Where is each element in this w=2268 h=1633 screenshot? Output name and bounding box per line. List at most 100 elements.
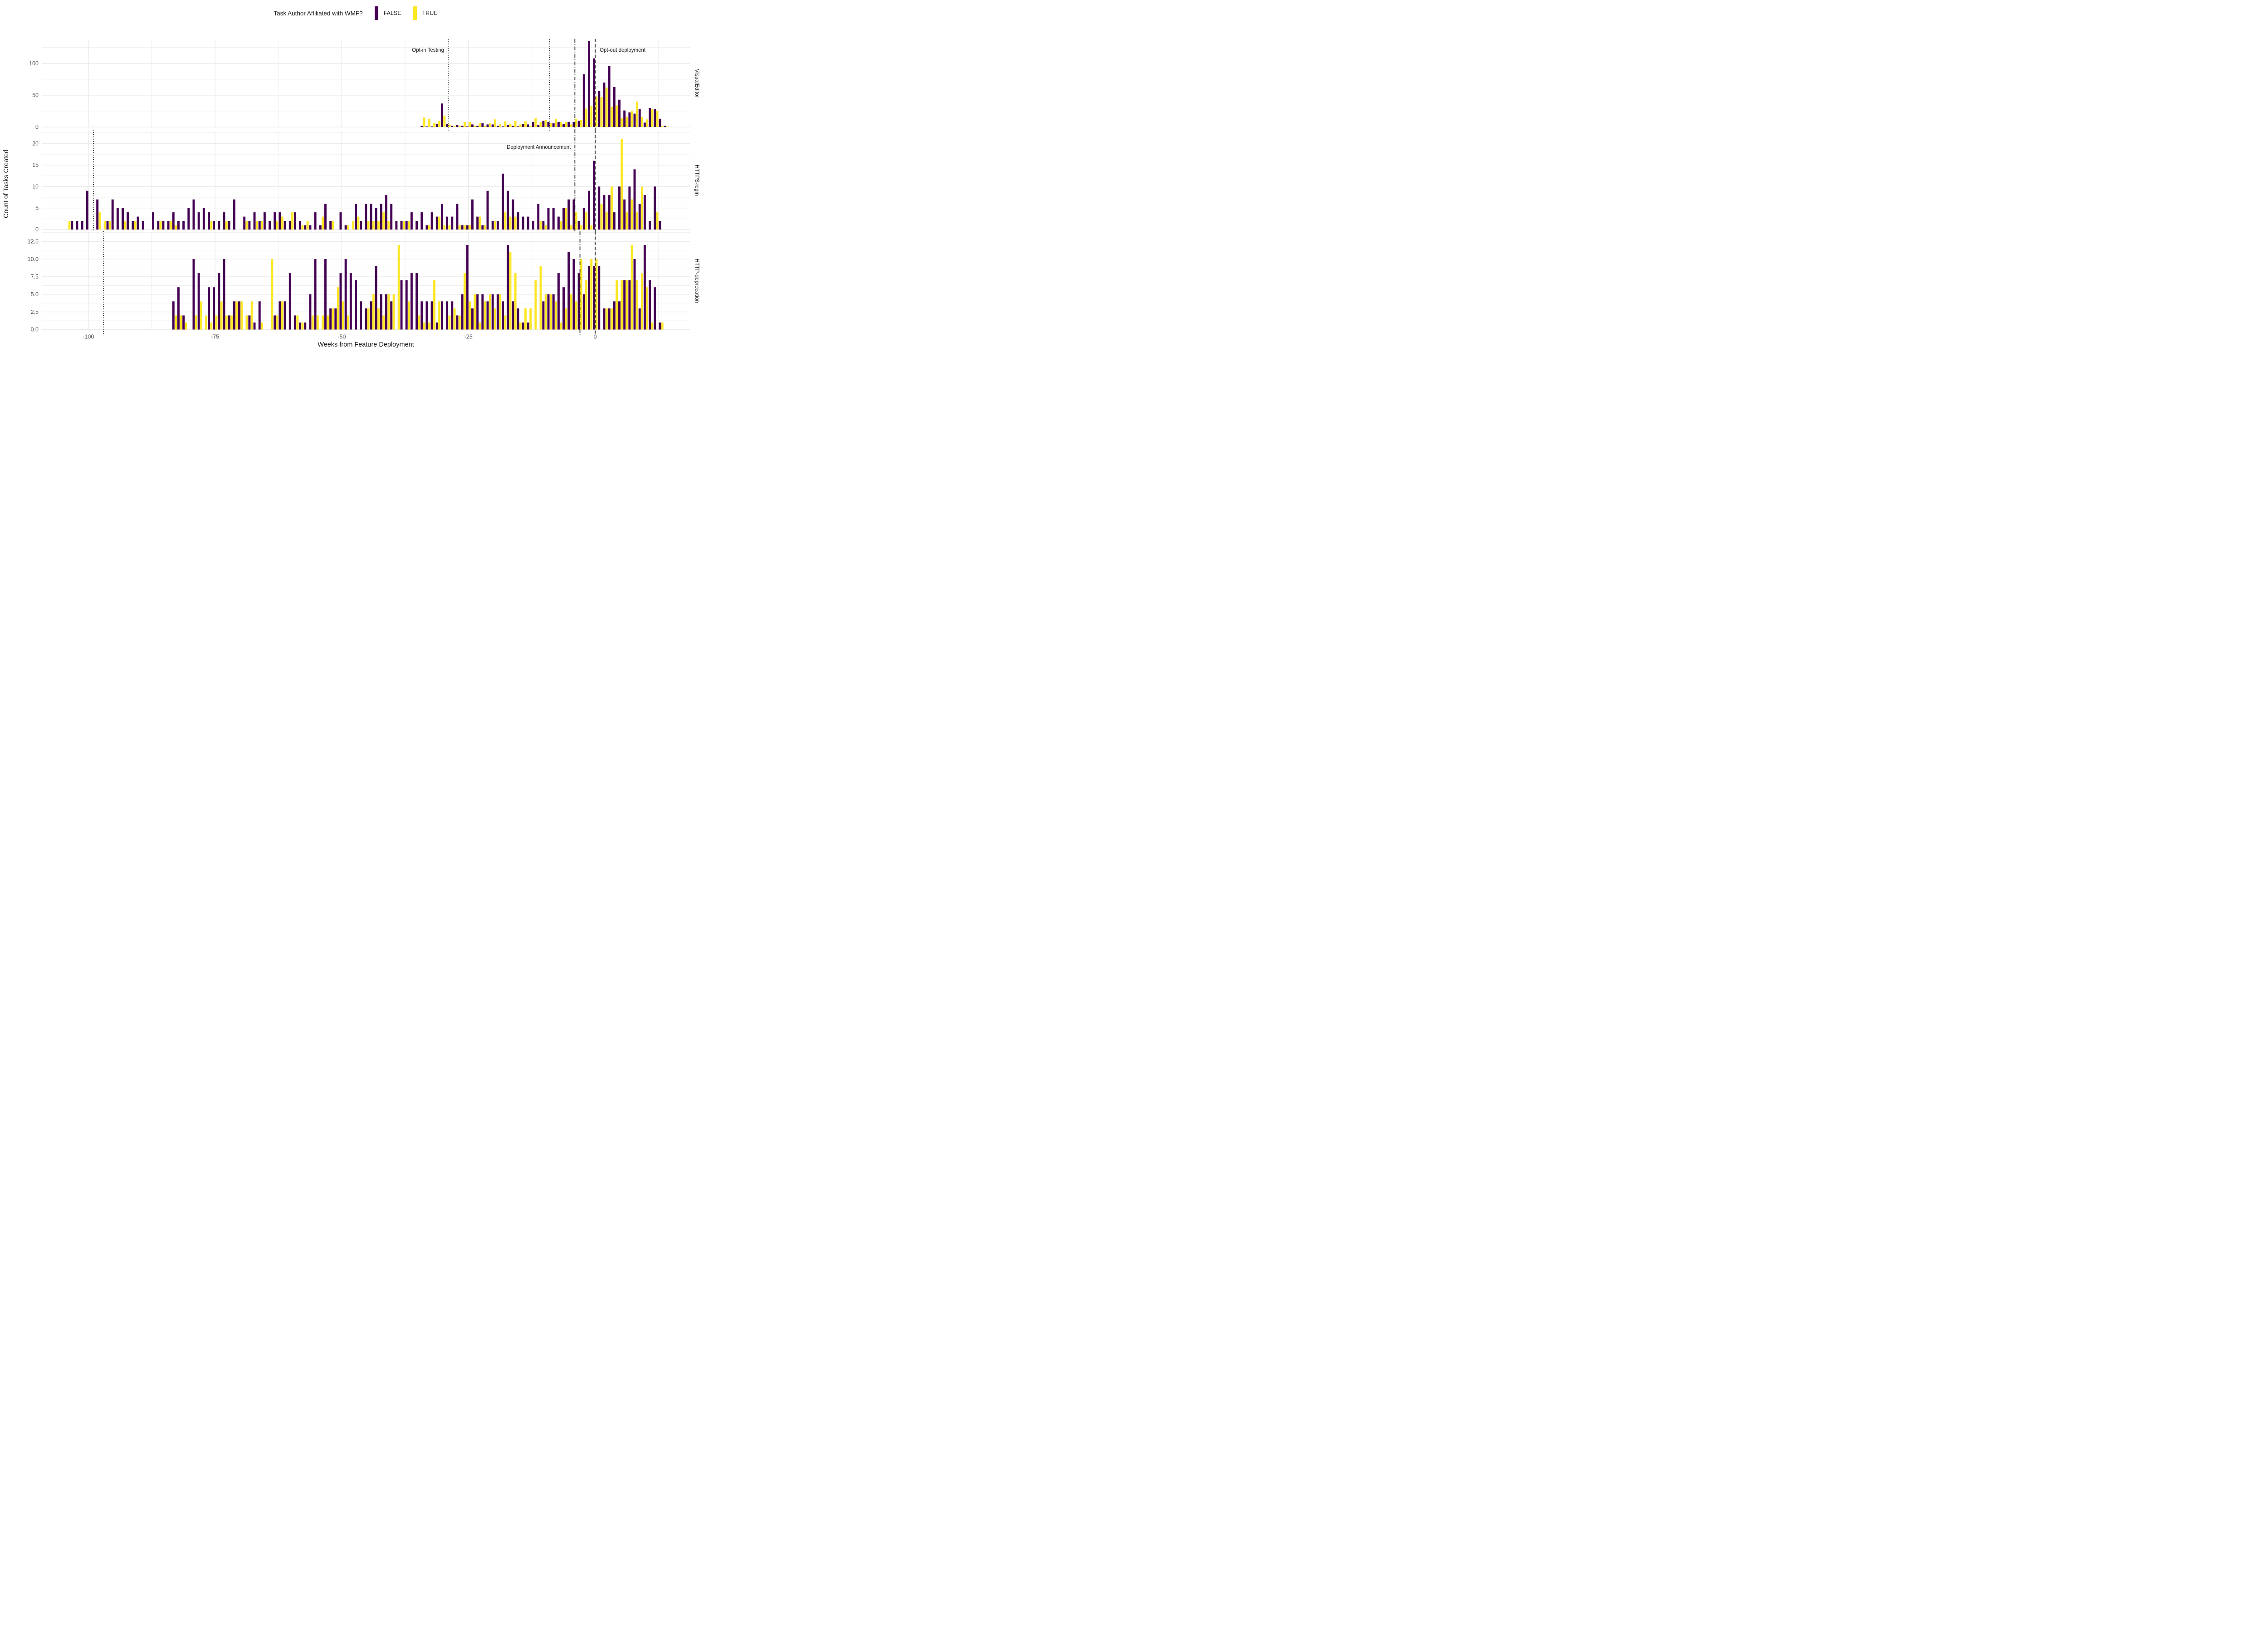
bar-true-week-12 bbox=[656, 212, 659, 230]
bar-false-week--68 bbox=[248, 221, 251, 230]
bar-false-week--16 bbox=[512, 301, 514, 330]
bar-true-week--31 bbox=[438, 216, 441, 230]
bar-false-week--84 bbox=[167, 221, 170, 230]
bar-false-week-13 bbox=[659, 118, 661, 127]
bar-true-week--7 bbox=[560, 322, 562, 330]
bar-false-week--87 bbox=[152, 212, 155, 230]
bar-true-week-2 bbox=[605, 88, 608, 127]
bar-false-week--39 bbox=[395, 221, 398, 230]
bar-false-week--93 bbox=[122, 208, 124, 230]
bar-false-week--74 bbox=[218, 273, 220, 330]
bar-true-week--81 bbox=[185, 322, 187, 330]
bar-true-week--6 bbox=[565, 122, 567, 127]
bar-true-week--51 bbox=[337, 287, 339, 330]
bar-true-week--20 bbox=[494, 308, 496, 330]
bar-true-week--49 bbox=[347, 315, 349, 330]
bar-true-week--8 bbox=[555, 301, 557, 330]
bar-false-week-0 bbox=[593, 58, 596, 127]
bar-true-week-4 bbox=[616, 105, 618, 127]
bar-false-week--72 bbox=[228, 221, 230, 230]
bar-true-week--3 bbox=[580, 120, 582, 127]
y-tick-label: 10.0 bbox=[28, 256, 39, 262]
legend-label-true: TRUE bbox=[422, 10, 438, 16]
bar-false-week--25 bbox=[466, 244, 469, 330]
legend-item-true: TRUE bbox=[413, 6, 438, 20]
bar-true-week--34 bbox=[423, 117, 425, 127]
bar-false-week--36 bbox=[410, 273, 413, 330]
bar-false-week--77 bbox=[202, 208, 205, 230]
bar-true-week--5 bbox=[570, 225, 572, 230]
bar-true-week--24 bbox=[474, 126, 476, 127]
x-tick-label: -25 bbox=[464, 334, 473, 340]
bar-false-week--71 bbox=[233, 199, 235, 230]
bar-false-week--40 bbox=[390, 204, 393, 230]
bar-false-week--2 bbox=[582, 294, 585, 330]
bar-false-week--53 bbox=[324, 204, 327, 230]
bar-true-week--1 bbox=[590, 225, 593, 230]
bar-false-week--103 bbox=[71, 221, 73, 230]
bar-true-week--4 bbox=[575, 301, 577, 330]
bar-false-week--43 bbox=[375, 208, 377, 230]
facet-strip-visualeditor: VisualEditor bbox=[694, 69, 700, 98]
bar-true-week--59 bbox=[296, 315, 299, 330]
bar-false-week--66 bbox=[258, 301, 261, 330]
bar-false-week-5 bbox=[618, 186, 621, 230]
bar-true-week--54 bbox=[322, 216, 324, 230]
bar-false-week--32 bbox=[430, 212, 433, 230]
bar-false-week--60 bbox=[288, 273, 291, 330]
bar-false-week--58 bbox=[299, 322, 302, 330]
bar-true-week--12 bbox=[534, 118, 537, 127]
bar-true-week--30 bbox=[443, 115, 446, 127]
bar-false-week-12 bbox=[654, 109, 656, 127]
bar-false-week--72 bbox=[228, 315, 230, 330]
bar-false-week-10 bbox=[643, 122, 646, 127]
bar-false-week--47 bbox=[355, 280, 357, 330]
bar-false-week--10 bbox=[542, 120, 545, 127]
bar-false-week--82 bbox=[177, 221, 180, 230]
bar-true-week--52 bbox=[332, 308, 334, 330]
bar-true-week--17 bbox=[509, 123, 512, 127]
bar-true-week--6 bbox=[565, 208, 567, 230]
bar-true-week--76 bbox=[210, 221, 213, 230]
bar-true-week--83 bbox=[175, 315, 177, 330]
bar-true-week--58 bbox=[301, 322, 304, 330]
bar-true-week-10 bbox=[646, 119, 649, 127]
bar-false-week--49 bbox=[344, 225, 347, 230]
bar-true-week-9 bbox=[641, 186, 643, 230]
bar-true-week--44 bbox=[372, 221, 375, 230]
bar-true-week--33 bbox=[428, 322, 430, 330]
bar-true-week-12 bbox=[656, 111, 659, 127]
bar-false-week--13 bbox=[527, 124, 529, 127]
bar-false-week--20 bbox=[491, 294, 494, 330]
bar-true-week--18 bbox=[504, 121, 507, 127]
bar-true-week--29 bbox=[448, 315, 451, 330]
bar-false-week--24 bbox=[471, 199, 474, 230]
y-tick-label: 2.5 bbox=[31, 309, 39, 315]
bar-false-week--30 bbox=[440, 301, 443, 330]
annotation-deployment-announcement: Deployment Announcement bbox=[507, 145, 571, 150]
bar-false-week--83 bbox=[172, 212, 175, 230]
bar-true-week--4 bbox=[575, 212, 577, 230]
y-tick-label: 100 bbox=[29, 60, 39, 67]
bar-true-week--28 bbox=[453, 308, 456, 330]
bar-false-week--7 bbox=[557, 216, 560, 230]
bar-false-week--66 bbox=[258, 221, 261, 230]
bar-false-week-11 bbox=[649, 108, 651, 127]
bar-false-week-9 bbox=[638, 204, 641, 230]
bar-false-week-5 bbox=[618, 301, 621, 330]
chart-figure: Opt-in Testing Opt-out deployment 0 50 100 De… bbox=[0, 0, 711, 356]
bar-true-week--57 bbox=[306, 221, 309, 230]
bar-false-week--52 bbox=[329, 221, 332, 230]
bar-true-week--23 bbox=[479, 322, 481, 330]
bar-true-week--71 bbox=[235, 301, 238, 330]
bar-true-week--6 bbox=[565, 308, 567, 330]
bar-false-week--7 bbox=[557, 122, 560, 127]
bar-false-week--8 bbox=[552, 208, 555, 230]
bar-true-week--76 bbox=[210, 322, 213, 330]
bar-false-week--94 bbox=[116, 208, 119, 230]
bar-false-week--76 bbox=[208, 287, 210, 330]
bar-true-week--49 bbox=[347, 225, 349, 230]
bars-VisualEditor bbox=[420, 41, 669, 127]
bar-false-week--73 bbox=[223, 259, 225, 330]
bar-true-week--83 bbox=[175, 225, 177, 230]
